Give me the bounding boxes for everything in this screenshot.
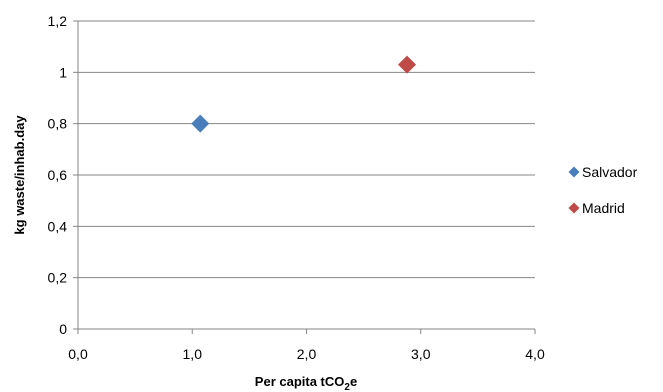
y-axis-ticks: 0 0,2 0,4 0,6 0,8 1 1,2 — [48, 13, 78, 337]
y-tick-label: 0,6 — [48, 167, 68, 183]
x-tick-label: 3,0 — [411, 346, 431, 362]
y-axis-title: kg waste/inhab.day — [12, 115, 27, 235]
x-axis-title: Per capita tCO2e — [255, 374, 357, 392]
legend: Salvador Madrid — [568, 164, 638, 216]
x-axis-title-subscript: 2 — [344, 382, 350, 392]
y-tick-label: 1 — [59, 64, 67, 80]
y-tick-label: 1,2 — [48, 13, 68, 29]
y-tick-label: 0 — [59, 321, 67, 337]
x-tick-label: 1,0 — [183, 346, 203, 362]
gridlines — [78, 20, 535, 279]
y-tick-label: 0,8 — [48, 116, 68, 132]
data-point-salvador — [191, 114, 210, 133]
data-points — [191, 55, 417, 133]
x-tick-label: 0,0 — [68, 346, 88, 362]
legend-label-salvador: Salvador — [582, 164, 638, 180]
x-tick-label: 2,0 — [297, 346, 317, 362]
x-axis-ticks: 0,0 1,0 2,0 3,0 4,0 — [68, 329, 545, 362]
y-tick-label: 0,2 — [48, 270, 68, 286]
legend-marker-salvador — [568, 166, 580, 178]
y-tick-label: 0,4 — [48, 218, 68, 234]
legend-marker-madrid — [568, 202, 580, 214]
data-point-madrid — [398, 55, 417, 74]
legend-label-madrid: Madrid — [582, 200, 625, 216]
x-tick-label: 4,0 — [525, 346, 545, 362]
